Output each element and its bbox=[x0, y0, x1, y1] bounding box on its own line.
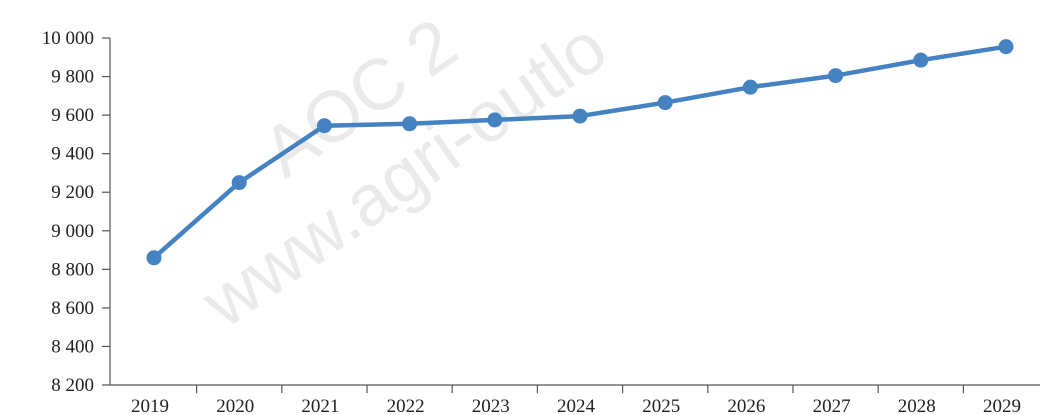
x-tick-label: 2020 bbox=[216, 396, 254, 415]
data-point bbox=[316, 118, 332, 134]
x-tick-label: 2022 bbox=[387, 396, 425, 415]
axes bbox=[102, 37, 1040, 393]
y-tick-label: 9 400 bbox=[51, 144, 94, 165]
y-tick-label: 9 800 bbox=[51, 67, 94, 88]
data-point bbox=[998, 39, 1014, 55]
y-axis-labels: 8 200 8 400 8 600 8 800 9 000 9 200 9 400 9 600… bbox=[42, 28, 94, 396]
data-point bbox=[742, 79, 758, 95]
x-tick-label: 2025 bbox=[642, 396, 680, 415]
data-point bbox=[913, 52, 929, 68]
y-tick-label: 9 600 bbox=[51, 105, 94, 126]
data-point bbox=[231, 175, 247, 191]
x-tick-label: 2021 bbox=[301, 396, 339, 415]
x-tick-label: 2023 bbox=[472, 396, 510, 415]
y-tick-label: 8 800 bbox=[51, 259, 94, 280]
x-axis-labels: 2019 2020 2021 2022 2023 2024 2025 2026 2027 2028… bbox=[131, 396, 1021, 415]
data-point bbox=[657, 95, 673, 111]
y-tick-label: 8 600 bbox=[51, 298, 94, 319]
x-tick-label: 2026 bbox=[727, 396, 765, 415]
data-point bbox=[828, 68, 844, 84]
y-tick-label: 9 200 bbox=[51, 182, 94, 203]
data-point bbox=[487, 112, 503, 128]
y-tick-label: 8 400 bbox=[51, 336, 94, 357]
x-tick-label: 2028 bbox=[898, 396, 936, 415]
data-point bbox=[146, 250, 162, 266]
y-tick-label: 8 200 bbox=[51, 375, 94, 396]
series-group bbox=[146, 39, 1014, 266]
x-tick-label: 2019 bbox=[131, 396, 169, 415]
y-tick-label: 10 000 bbox=[42, 28, 94, 49]
y-tick-label: 9 000 bbox=[51, 221, 94, 242]
x-tick-label: 2029 bbox=[983, 396, 1021, 415]
data-point bbox=[402, 116, 418, 132]
x-tick-label: 2024 bbox=[557, 396, 596, 415]
x-tick-label: 2027 bbox=[813, 396, 851, 415]
data-point bbox=[572, 108, 588, 124]
